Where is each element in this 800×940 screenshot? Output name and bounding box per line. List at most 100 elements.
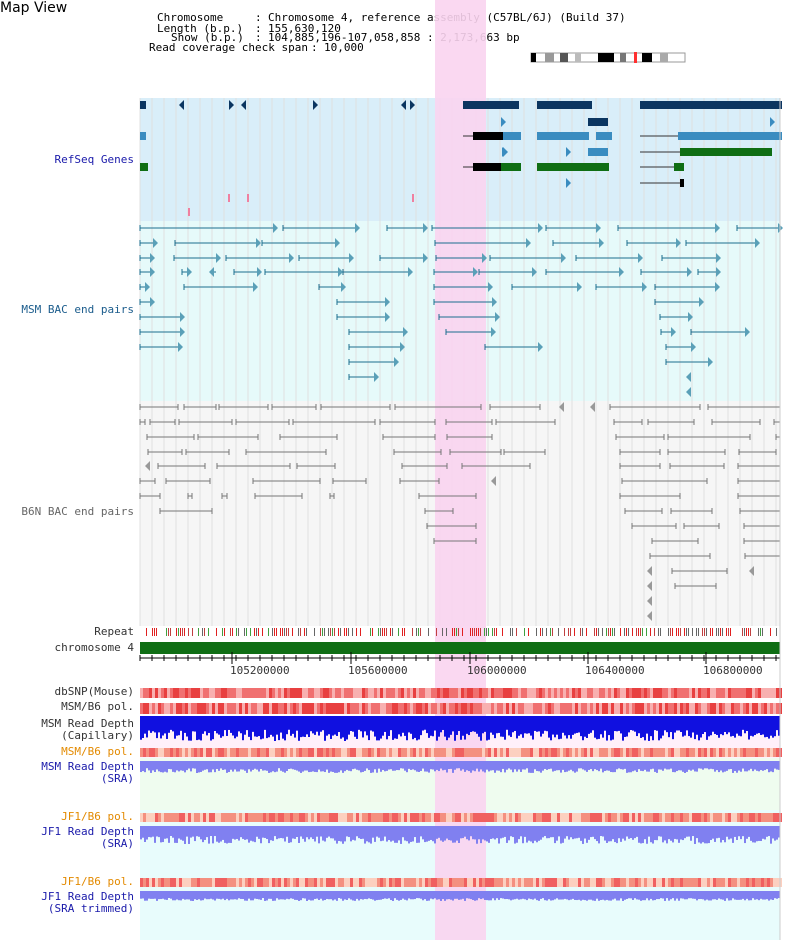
read-depth-bin [368,761,370,771]
read-depth-bin [590,761,592,770]
read-depth-bin [216,826,218,842]
polymorphism-bin [155,813,158,822]
read-depth-bin [196,716,198,741]
read-depth-bin [352,826,354,840]
msm-bac-end-arrow [145,282,150,292]
polymorphism-bin [251,748,254,757]
polymorphism-bin [377,703,380,714]
track-label-jf1-depth-sra-sub: (SRA) [100,837,134,850]
polymorphism-bin [209,703,212,714]
msm-bac-end-arrow [532,267,537,277]
ideogram-position-marker [634,52,637,63]
read-depth-bin [168,761,170,769]
read-depth-bin [260,716,262,740]
read-depth-bin [244,891,246,901]
msm-bac-end-arrow [341,282,346,292]
polymorphism-bin [563,878,566,887]
track-label-msm-depth-sra[interactable]: MSM Read Depth [41,760,134,773]
repeat-element [428,628,429,636]
read-depth-bin [580,891,582,901]
read-depth-bin [678,891,680,901]
read-depth-bin [260,826,262,844]
read-depth-bin [450,716,452,735]
read-depth-bin [152,826,154,837]
repeat-element [462,628,463,636]
read-depth-bin [524,826,526,837]
read-depth-bin [378,826,380,838]
polymorphism-bin [365,748,368,757]
polymorphism-bin [686,748,689,757]
polymorphism-bin [704,688,707,698]
track-label-jf1-b6-pol-1[interactable]: JF1/B6 pol. [61,810,134,823]
polymorphism-bin [194,813,197,822]
read-depth-bin [154,891,156,899]
read-depth-bin [364,716,366,732]
read-depth-bin [734,761,736,772]
polymorphism-bin [416,878,419,887]
track-label-msm-b6-pol-1[interactable]: MSM/B6 pol. [61,700,134,713]
read-depth-bin [476,716,478,734]
track-label-dbsnp[interactable]: dbSNP(Mouse) [54,685,134,698]
read-depth-bin [718,761,720,773]
track-label-msm-bac[interactable]: MSM BAC end pairs [21,303,134,316]
track-label-b6n-bac[interactable]: B6N BAC end pairs [21,505,134,518]
track-label-jf1-depth-trim[interactable]: JF1 Read Depth [41,890,134,903]
polymorphism-bin [353,878,356,887]
read-depth-bin [350,761,352,772]
polymorphism-bin [725,813,728,822]
msm-bac-end-arrow [577,282,582,292]
read-depth-bin [706,891,708,900]
read-depth-bin [284,826,286,842]
polymorphism-bin [356,813,359,822]
read-depth-bin [308,891,310,900]
track-label-msm-b6-pol-2[interactable]: MSM/B6 pol. [61,745,134,758]
read-depth-bin [508,761,510,769]
polymorphism-bin [515,703,518,714]
polymorphism-bin [161,688,164,698]
polymorphism-bin [248,813,251,822]
read-depth-bin [566,891,568,900]
read-depth-bin [478,826,480,840]
polymorphism-bin [512,703,515,714]
polymorphism-bin [362,748,365,757]
polymorphism-bin [734,688,737,698]
polymorphism-bin [404,748,407,757]
polymorphism-bin [680,813,683,822]
polymorphism-bin [467,703,470,714]
polymorphism-bin [584,748,587,757]
repeat-element [188,628,189,636]
refseq-gene [680,148,772,156]
b6n-bac-end-arrow [590,402,595,412]
read-depth-bin [446,716,448,741]
read-depth-bin [476,891,478,901]
read-depth-bin [236,761,238,772]
read-depth-bin [372,716,374,732]
read-depth-bin [192,891,194,901]
polymorphism-bin [380,703,383,714]
read-depth-bin [656,891,658,900]
track-label-msm-depth-cap[interactable]: MSM Read Depth [41,717,134,730]
read-depth-bin [496,716,498,734]
read-depth-bin [344,761,346,772]
polymorphism-bin [665,878,668,887]
read-depth-bin [200,891,202,901]
read-depth-bin [438,716,440,737]
read-depth-bin [610,716,612,741]
track-label-repeat[interactable]: Repeat [94,625,134,638]
read-depth-bin [190,761,192,772]
track-label-refseq[interactable]: RefSeq Genes [54,153,134,166]
repeat-element [602,628,603,636]
track-label-jf1-depth-sra[interactable]: JF1 Read Depth [41,825,134,838]
polymorphism-bin [380,813,383,822]
read-depth-bin [398,891,400,901]
polymorphism-bin [668,703,671,714]
track-label-chromosome[interactable]: chromosome 4 [54,641,134,654]
read-depth-bin [168,826,170,843]
read-depth-bin [730,761,732,770]
read-depth-bin [210,891,212,899]
read-depth-bin [394,826,396,843]
read-depth-bin [478,761,480,772]
polymorphism-bin [140,748,143,757]
track-label-jf1-b6-pol-2[interactable]: JF1/B6 pol. [61,875,134,888]
read-depth-bin [338,716,340,733]
